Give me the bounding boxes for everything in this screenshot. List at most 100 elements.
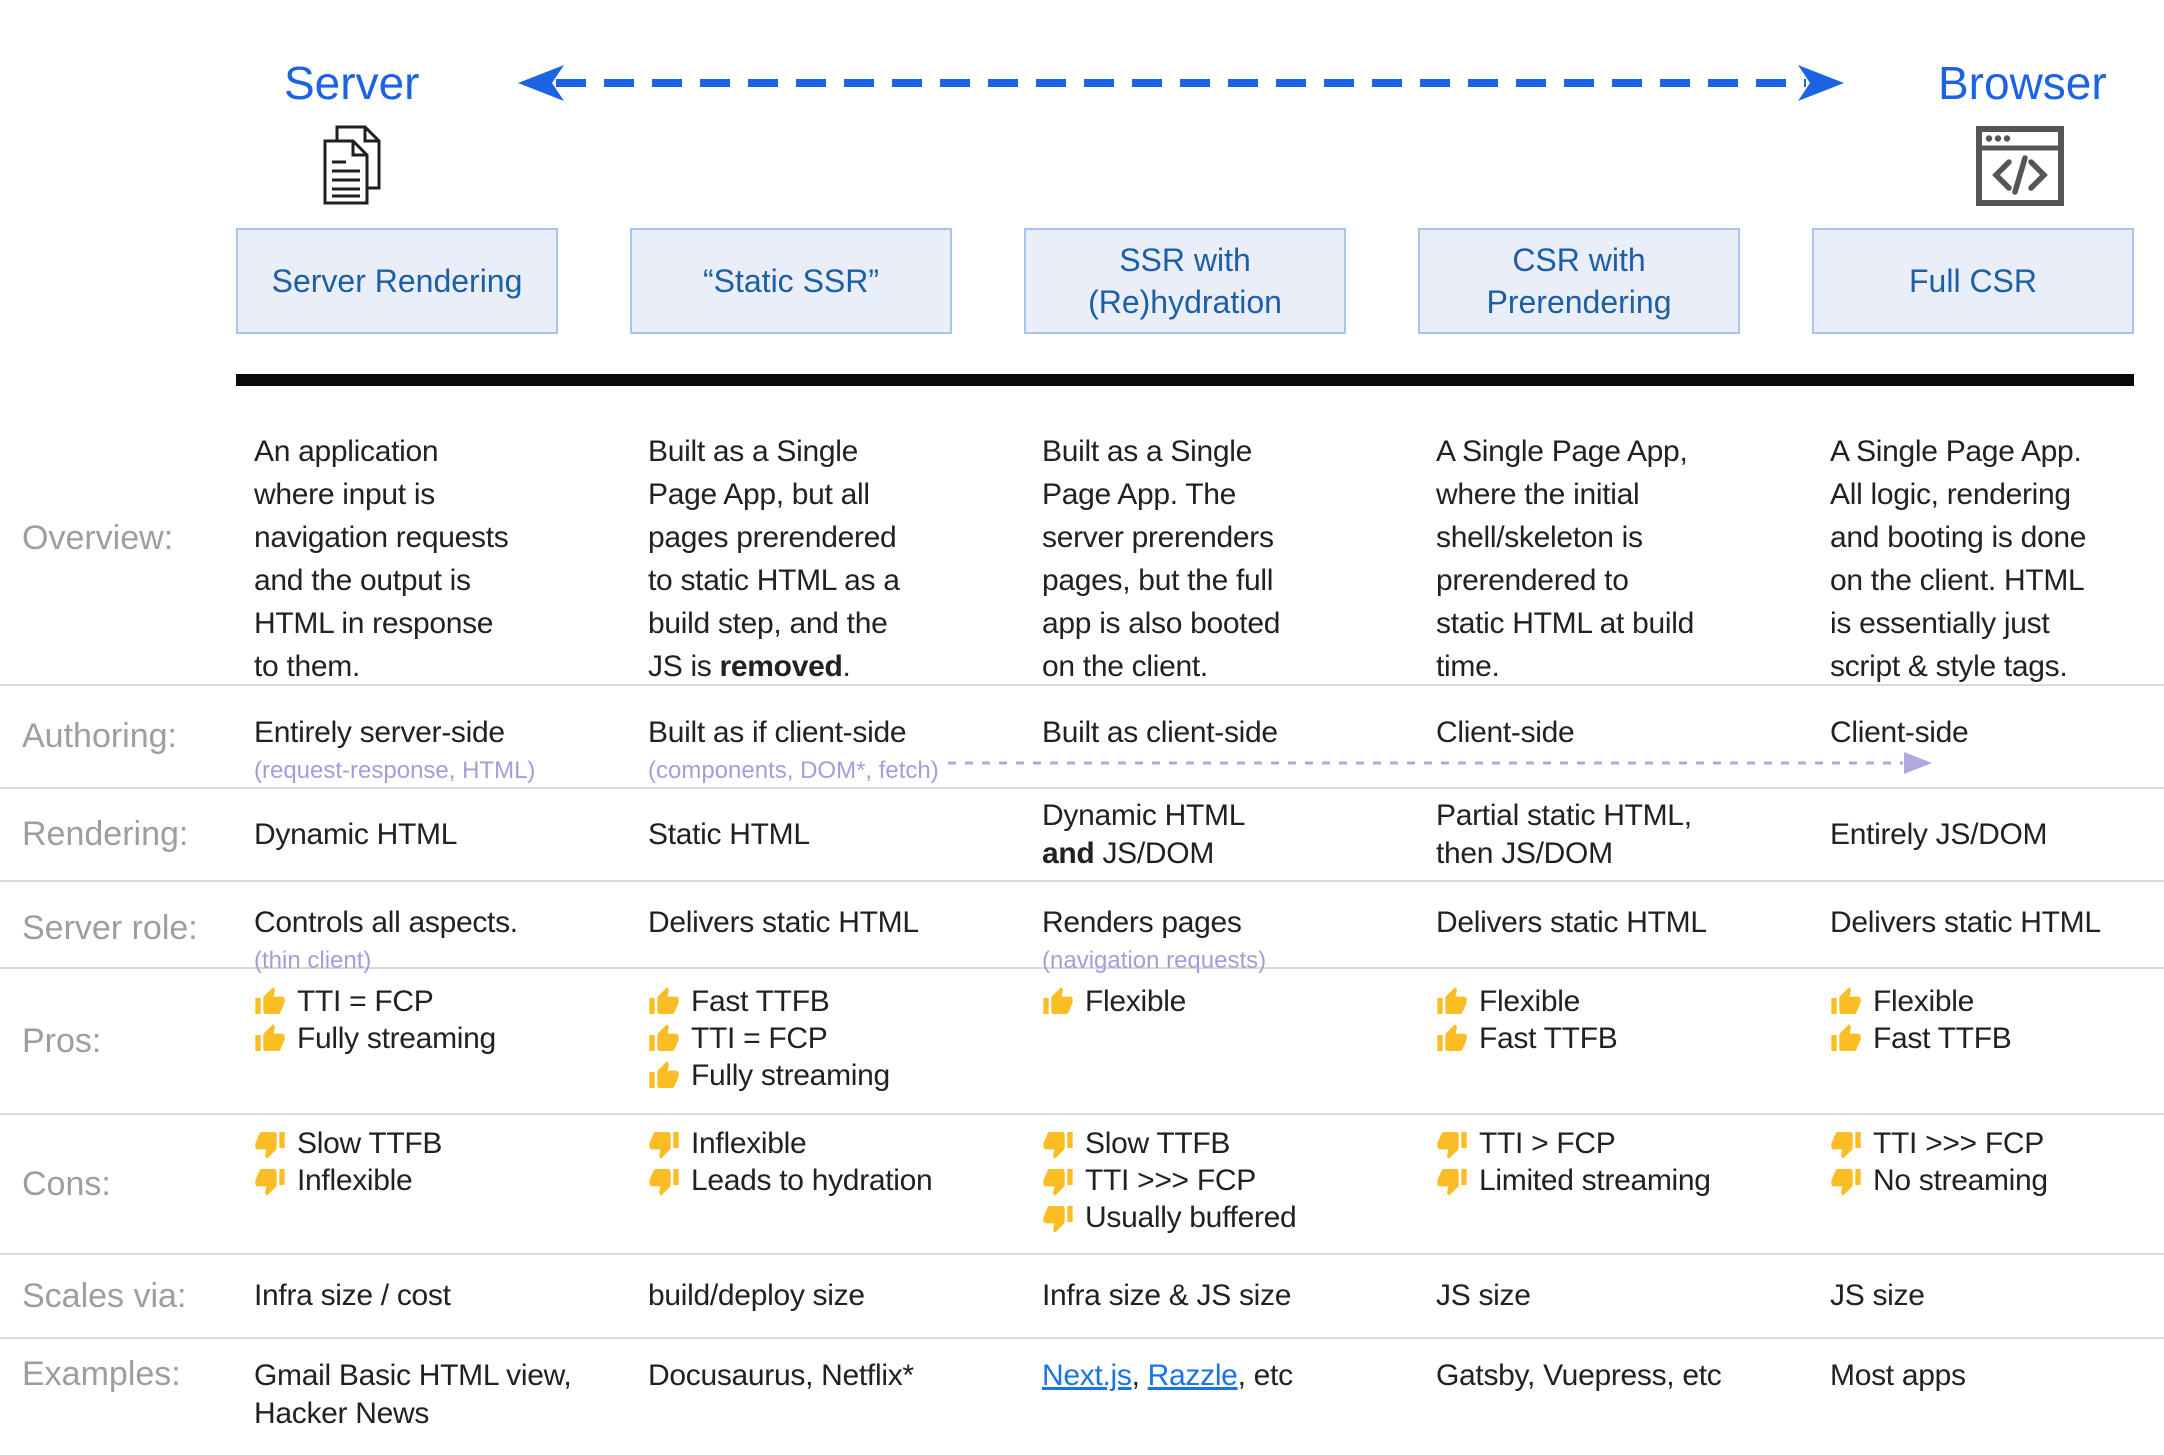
scales-csr-prerendering: JS size	[1436, 1279, 1531, 1312]
overview-full-csr: A Single Page App. All logic, rendering …	[1830, 435, 2087, 683]
server-role-ssr-rehydration: Renders pages (navigation requests)	[1024, 882, 1418, 975]
thumb-up-icon	[649, 986, 679, 1014]
server-role-main: Renders pages	[1042, 906, 1242, 939]
con-text: TTI >>> FCP	[1085, 1164, 1256, 1197]
rendering-server-rendering: Dynamic HTML	[254, 817, 458, 851]
examples-csr-prerendering: Gatsby, Vuepress, etc	[1436, 1359, 1722, 1392]
examples-separator: ,	[1131, 1359, 1148, 1392]
con-item: Limited streaming	[1436, 1162, 1758, 1199]
con-item: Slow TTFB	[1042, 1125, 1364, 1162]
row-cons: Cons: Slow TTFB Inflexible Inflexible Le…	[0, 1115, 2164, 1255]
server-role-main: Delivers static HTML	[1436, 906, 1707, 939]
browser-axis-label: Browser	[1938, 57, 2107, 109]
server-role-main: Delivers static HTML	[648, 906, 919, 939]
pro-item: Flexible	[1830, 983, 2152, 1020]
row-label-examples: Examples:	[22, 1355, 181, 1393]
overview-csr-prerendering: A Single Page App, where the initial she…	[1436, 435, 1694, 683]
rendering-full-csr: Entirely JS/DOM	[1830, 817, 2048, 851]
thumb-down-icon	[1043, 1205, 1073, 1233]
rendering-line2-bold: and	[1042, 836, 1095, 870]
rendering-static-ssr: Static HTML	[648, 817, 810, 851]
con-text: No streaming	[1873, 1164, 2048, 1197]
overview-static-ssr-bold: removed	[719, 650, 843, 683]
con-text: TTI > FCP	[1479, 1127, 1616, 1160]
row-overview: Overview: An application where input is …	[0, 388, 2164, 686]
pro-text: Fast TTFB	[691, 985, 830, 1018]
pro-item: Fast TTFB	[1436, 1020, 1758, 1057]
overview-static-ssr: Built as a Single Page App, but all page…	[630, 388, 1024, 688]
browser-code-window-icon	[1976, 126, 2064, 206]
pro-text: Fast TTFB	[1479, 1022, 1618, 1055]
overview-static-ssr-post: .	[842, 650, 851, 683]
thumb-down-icon	[255, 1168, 285, 1196]
con-item: TTI >>> FCP	[1830, 1125, 2152, 1162]
table-top-divider	[236, 374, 2134, 386]
con-text: Usually buffered	[1085, 1201, 1297, 1234]
con-item: TTI >>> FCP	[1042, 1162, 1364, 1199]
thumb-up-icon	[649, 1023, 679, 1051]
authoring-main: Built as if client-side	[648, 716, 907, 749]
pro-item: Flexible	[1436, 983, 1758, 1020]
pros-full-csr: Flexible Fast TTFB	[1812, 969, 2164, 1057]
thumb-up-icon	[1043, 986, 1073, 1014]
pro-text: Fast TTFB	[1873, 1022, 2012, 1055]
server-role-server-rendering: Controls all aspects. (thin client)	[236, 882, 630, 975]
rendering-ssr-rehydration: Dynamic HTML and JS/DOM	[1024, 797, 1418, 873]
column-header-full-csr: Full CSR	[1812, 228, 2134, 334]
server-role-main: Controls all aspects.	[254, 906, 518, 939]
con-text: Leads to hydration	[691, 1164, 933, 1197]
thumb-down-icon	[1831, 1131, 1861, 1159]
authoring-caption: (components, DOM*, fetch)	[648, 757, 939, 784]
server-role-full-csr: Delivers static HTML	[1812, 882, 2164, 942]
cons-csr-prerendering: TTI > FCP Limited streaming	[1418, 1115, 1812, 1199]
server-axis-label: Server	[284, 57, 420, 109]
row-scales-via: Scales via: Infra size / cost build/depl…	[0, 1255, 2164, 1339]
authoring-main: Built as client-side	[1042, 716, 1278, 749]
pro-item: TTI = FCP	[648, 1020, 970, 1057]
authoring-main: Client-side	[1830, 716, 1969, 749]
cons-static-ssr: Inflexible Leads to hydration	[630, 1115, 1024, 1199]
pros-server-rendering: TTI = FCP Fully streaming	[236, 969, 630, 1057]
authoring-csr-prerendering: Client-side	[1418, 686, 1812, 752]
rendering-line2: and JS/DOM	[1042, 835, 1364, 873]
server-browser-spectrum-arrow	[518, 65, 1844, 101]
con-item: Usually buffered	[1042, 1199, 1364, 1236]
examples-static-ssr: Docusaurus, Netflix*	[648, 1359, 914, 1392]
pro-text: Flexible	[1479, 985, 1580, 1018]
scales-server-rendering: Infra size / cost	[254, 1279, 451, 1312]
row-label-authoring: Authoring:	[22, 717, 177, 755]
thumb-down-icon	[1043, 1168, 1073, 1196]
examples-ssr-rehydration: Next.js, Razzle, etc	[1024, 1339, 1418, 1395]
thumb-up-icon	[1437, 1023, 1467, 1051]
rendering-csr-prerendering: Partial static HTML, then JS/DOM	[1436, 798, 1692, 870]
thumb-down-icon	[649, 1168, 679, 1196]
thumb-down-icon	[1043, 1131, 1073, 1159]
column-header-server-rendering: Server Rendering	[236, 228, 558, 334]
document-pages-icon	[323, 125, 381, 205]
scales-ssr-rehydration: Infra size & JS size	[1042, 1279, 1292, 1312]
pro-item: Flexible	[1042, 983, 1364, 1020]
authoring-main: Entirely server-side	[254, 716, 505, 749]
row-rendering: Rendering: Dynamic HTML Static HTML Dyna…	[0, 789, 2164, 882]
pro-text: TTI = FCP	[297, 985, 434, 1018]
razzle-link[interactable]: Razzle	[1147, 1359, 1238, 1392]
con-item: Leads to hydration	[648, 1162, 970, 1199]
row-label-server-role: Server role:	[22, 909, 198, 947]
overview-ssr-rehydration: Built as a Single Page App. The server p…	[1042, 435, 1281, 683]
examples-server-rendering: Gmail Basic HTML view, Hacker News	[254, 1359, 572, 1430]
row-examples: Examples: Gmail Basic HTML view, Hacker …	[0, 1339, 2164, 1455]
nextjs-link[interactable]: Next.js	[1042, 1359, 1132, 1392]
authoring-static-ssr: Built as if client-side (components, DOM…	[630, 686, 1024, 785]
pro-text: Flexible	[1873, 985, 1974, 1018]
row-authoring: Authoring: Entirely server-side (request…	[0, 686, 2164, 789]
thumb-down-icon	[255, 1131, 285, 1159]
thumb-up-icon	[255, 986, 285, 1014]
cons-full-csr: TTI >>> FCP No streaming	[1812, 1115, 2164, 1199]
column-header-ssr-rehydration: SSR with (Re)hydration	[1024, 228, 1346, 334]
pro-text: Fully streaming	[691, 1059, 890, 1092]
overview-static-ssr-pre: Built as a Single Page App, but all page…	[648, 435, 900, 683]
column-header-csr-prerendering: CSR with Prerendering	[1418, 228, 1740, 334]
server-role-caption: (navigation requests)	[1042, 947, 1267, 974]
server-role-main: Delivers static HTML	[1830, 906, 2101, 939]
